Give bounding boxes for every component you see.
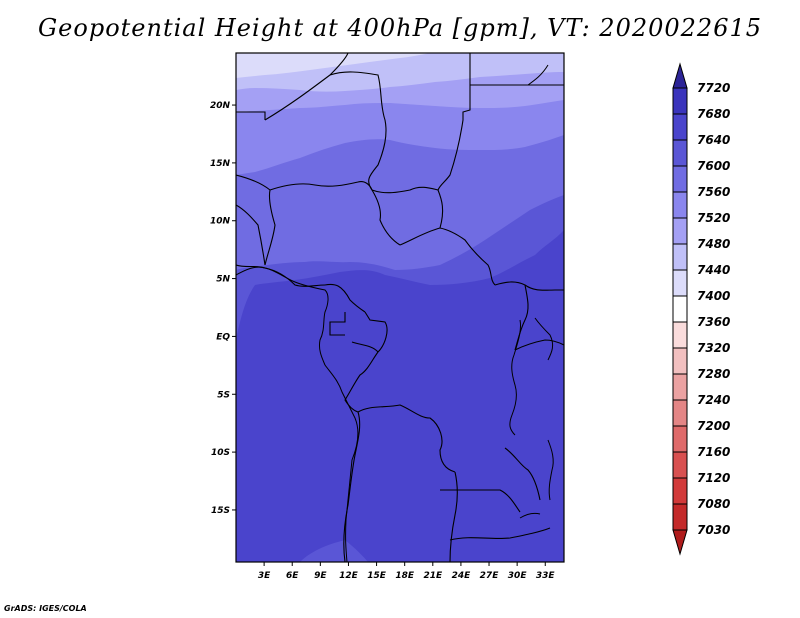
colorbar-box [672, 503, 688, 531]
band-7360 [236, 53, 430, 78]
country-borders [236, 53, 564, 562]
x-tick-label: 6E [286, 571, 299, 581]
y-tick-label: 15S [211, 506, 230, 516]
grads-credit: GrADS: IGES/COLA [4, 604, 87, 613]
colorbar-box [672, 373, 688, 401]
colorbar-label: 7240 [697, 393, 730, 407]
colorbar-box [672, 217, 688, 245]
x-tick-label: 15E [367, 571, 387, 581]
colorbar-box [672, 477, 688, 505]
x-tick-label: 18E [395, 571, 415, 581]
x-tick-label: 24E [452, 571, 472, 581]
colorbar-label: 7320 [697, 341, 730, 355]
colorbar-label: 7080 [697, 497, 730, 511]
colorbar-box [672, 425, 688, 453]
chart-title: Geopotential Height at 400hPa [gpm], VT:… [38, 14, 762, 42]
y-tick-label: 15N [210, 159, 231, 169]
colorbar-label: 7280 [697, 367, 730, 381]
colorbar-box [672, 399, 688, 427]
colorbar-box [672, 139, 688, 167]
colorbar: 7720 7680 7640 7600 7560 7520 7480 7440 7400 7360… [672, 62, 730, 556]
colorbar-box [672, 165, 688, 193]
colorbar-box [672, 295, 688, 323]
coastlines [236, 64, 554, 562]
x-tick-label: 21E [423, 571, 443, 581]
colorbar-box [672, 347, 688, 375]
colorbar-box [672, 113, 688, 141]
colorbar-label: 7480 [697, 237, 730, 251]
colorbar-label: 7600 [697, 159, 730, 173]
colorbar-label: 7200 [697, 419, 730, 433]
y-axis: 20N 15N 10N 5N EQ 5S 10S 15S [210, 101, 236, 516]
colorbar-top-arrow [672, 62, 688, 89]
colorbar-label: 7160 [697, 445, 730, 459]
band-7560-south [300, 540, 368, 562]
colorbar-label: 7360 [697, 315, 730, 329]
colorbar-label: 7560 [697, 185, 730, 199]
y-tick-label: EQ [216, 332, 230, 342]
colorbar-box [672, 451, 688, 479]
colorbar-label: 7120 [697, 471, 730, 485]
y-tick-label: 5S [217, 390, 230, 400]
x-tick-label: 33E [536, 571, 556, 581]
colorbar-label: 7440 [697, 263, 730, 277]
y-tick-label: 10S [211, 448, 230, 458]
colorbar-box [672, 269, 688, 297]
colorbar-box [672, 191, 688, 219]
colorbar-box [672, 243, 688, 271]
geopotential-field [236, 53, 564, 562]
colorbar-label: 7030 [697, 523, 730, 537]
colorbar-label: 7520 [697, 211, 730, 225]
colorbar-box [672, 321, 688, 349]
y-tick-label: 10N [210, 217, 231, 227]
x-tick-label: 12E [339, 571, 359, 581]
x-tick-label: 27E [480, 571, 500, 581]
x-tick-label: 3E [258, 571, 271, 581]
colorbar-label: 7400 [697, 289, 730, 303]
colorbar-label: 7680 [697, 107, 730, 121]
colorbar-label: 7720 [697, 81, 730, 95]
colorbar-label: 7640 [697, 133, 730, 147]
y-tick-label: 20N [210, 101, 231, 111]
map-frame [235, 52, 565, 563]
x-tick-label: 30E [508, 571, 528, 581]
x-axis: 3E 6E 9E 12E 15E 18E 21E 24E 27E 30E 33E [258, 562, 556, 581]
y-tick-label: 5N [216, 275, 230, 285]
colorbar-bottom-arrow [672, 529, 688, 556]
colorbar-box [672, 87, 688, 115]
x-tick-label: 9E [314, 571, 327, 581]
